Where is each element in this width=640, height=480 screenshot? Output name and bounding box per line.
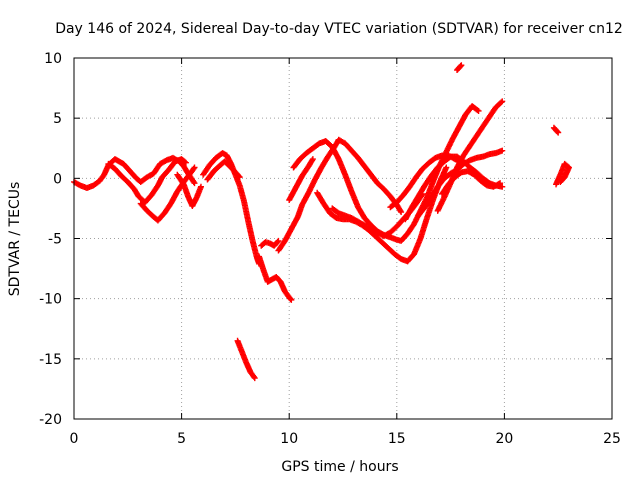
series-track-c xyxy=(137,164,198,224)
series-track-p xyxy=(402,153,506,223)
data-point xyxy=(275,237,282,244)
data-point xyxy=(250,373,257,380)
data-point xyxy=(499,98,506,105)
data-point xyxy=(499,183,506,190)
data-point xyxy=(309,157,316,164)
series-track-q xyxy=(415,147,506,219)
data-point xyxy=(235,173,242,180)
y-tick-label: -20 xyxy=(39,412,62,428)
data-point xyxy=(495,180,502,187)
data-point xyxy=(182,159,189,166)
series-track-u xyxy=(234,337,258,382)
data-point xyxy=(190,178,197,185)
data-point xyxy=(287,296,294,303)
data-point xyxy=(191,164,198,171)
data-point xyxy=(251,375,258,382)
x-tick-label: 10 xyxy=(280,431,298,447)
series-track-d xyxy=(174,171,204,210)
data-point xyxy=(498,99,505,106)
y-axis-label: SDTVAR / TECUs xyxy=(7,182,23,297)
x-tick-label: 5 xyxy=(177,431,186,447)
data-point xyxy=(458,62,465,69)
x-tick-label: 15 xyxy=(388,431,406,447)
series-track-f xyxy=(204,158,243,183)
series-track-v xyxy=(550,124,562,136)
series-track-h xyxy=(258,237,282,249)
data-point xyxy=(554,128,561,135)
x-tick-label: 25 xyxy=(603,431,621,447)
data-point xyxy=(457,63,464,70)
y-tick-label: -5 xyxy=(48,232,62,248)
axis-ticks: 0 5 10 15 20 25 -20 -15 -10 -5 0 5 10 xyxy=(39,51,621,447)
series-track-w xyxy=(553,160,572,188)
data-point xyxy=(190,165,197,172)
data-point xyxy=(191,180,198,187)
chart-title: Day 146 of 2024, Sidereal Day-to-day VTE… xyxy=(55,21,623,37)
y-tick-label: 5 xyxy=(53,111,62,127)
data-point xyxy=(555,129,562,136)
series-track-a xyxy=(71,154,198,191)
data-point xyxy=(497,180,504,187)
data-point xyxy=(236,174,243,181)
data-points xyxy=(71,62,572,382)
data-point xyxy=(557,178,564,185)
data-point xyxy=(443,164,450,171)
y-tick-label: 0 xyxy=(53,171,62,187)
data-point xyxy=(197,183,204,190)
data-point xyxy=(474,107,481,114)
x-axis-label: GPS time / hours xyxy=(281,459,398,475)
data-point xyxy=(397,207,404,214)
y-tick-label: -10 xyxy=(39,292,62,308)
y-tick-label: 10 xyxy=(44,51,62,67)
data-point xyxy=(558,177,565,184)
data-point xyxy=(288,296,295,303)
data-point xyxy=(274,238,281,245)
grid-lines xyxy=(74,58,612,419)
data-point xyxy=(398,209,405,216)
x-tick-label: 0 xyxy=(70,431,79,447)
y-tick-label: -15 xyxy=(39,352,62,368)
data-point xyxy=(475,107,482,114)
data-point xyxy=(499,147,506,154)
series-track-b xyxy=(105,156,189,206)
series-track-s xyxy=(438,168,504,197)
data-point xyxy=(181,158,188,165)
series-track-k xyxy=(286,156,316,203)
x-tick-label: 20 xyxy=(495,431,513,447)
series-track-t xyxy=(454,62,465,74)
data-point xyxy=(309,156,316,163)
series-track-g xyxy=(256,253,295,303)
